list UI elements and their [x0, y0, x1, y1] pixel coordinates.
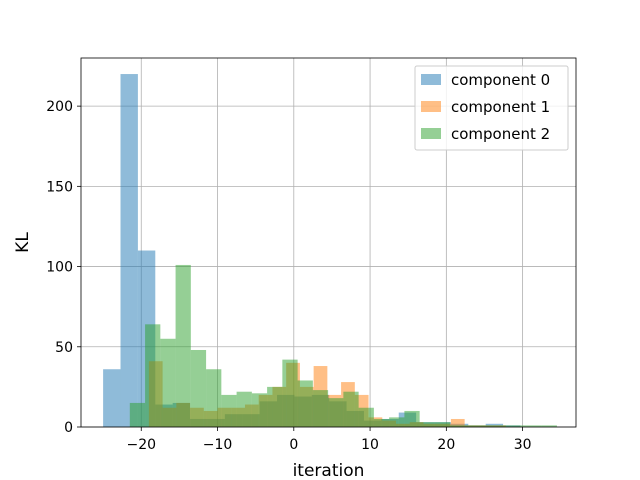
bar: [389, 417, 405, 427]
bar: [120, 74, 138, 427]
legend-swatch: [421, 128, 441, 139]
plot-frame: [80, 57, 577, 428]
bar: [480, 425, 496, 427]
bar: [343, 391, 359, 427]
bar: [495, 425, 512, 427]
bar: [328, 398, 344, 427]
y-tick-label: 50: [55, 340, 73, 356]
bar: [282, 359, 298, 427]
x-tick-label: 0: [289, 437, 298, 453]
legend-swatch: [421, 101, 441, 112]
bar: [267, 386, 283, 427]
legend: component 0 component 1 component 2: [414, 65, 569, 151]
legend-label: component 0: [451, 71, 550, 89]
bar: [485, 423, 504, 427]
x-tick-label: −20: [126, 437, 156, 453]
bar: [221, 394, 237, 427]
bar: [145, 324, 161, 427]
x-tick-label: −10: [203, 437, 233, 453]
y-axis-ticks: 0 50 100 150 200: [46, 99, 81, 436]
x-tick-label: 20: [437, 437, 455, 453]
bar: [358, 407, 374, 427]
x-tick-label: 10: [361, 437, 379, 453]
bar: [312, 390, 329, 427]
bar: [465, 425, 481, 427]
bar: [419, 422, 435, 427]
y-tick-label: 100: [46, 260, 73, 276]
bar: [190, 349, 207, 427]
bar: [236, 391, 252, 427]
histogram-bars: [103, 74, 557, 427]
legend-swatch: [421, 74, 441, 85]
bar: [175, 264, 191, 427]
bar: [526, 425, 542, 427]
bar: [541, 425, 557, 427]
bar: [129, 402, 146, 427]
bar: [404, 410, 420, 427]
y-tick-label: 0: [64, 420, 73, 436]
x-axis-ticks: −20 −10 0 10 20 30: [126, 427, 532, 453]
legend-box: [414, 65, 569, 151]
bar: [297, 380, 313, 427]
x-tick-label: 30: [514, 437, 532, 453]
series-2: [129, 264, 557, 427]
y-axis-label: KL: [13, 232, 33, 253]
bar: [434, 422, 451, 427]
x-axis-label: iteration: [293, 461, 365, 480]
bar: [511, 425, 527, 427]
legend-label: component 1: [451, 98, 550, 116]
bar: [450, 418, 465, 427]
legend-label: component 2: [451, 125, 550, 143]
bar: [160, 338, 176, 427]
bar: [206, 369, 222, 427]
bar: [251, 393, 268, 427]
bar: [450, 425, 466, 427]
bar: [103, 369, 121, 427]
y-tick-label: 200: [46, 99, 73, 115]
bar: [373, 418, 390, 427]
y-tick-label: 150: [46, 179, 73, 195]
